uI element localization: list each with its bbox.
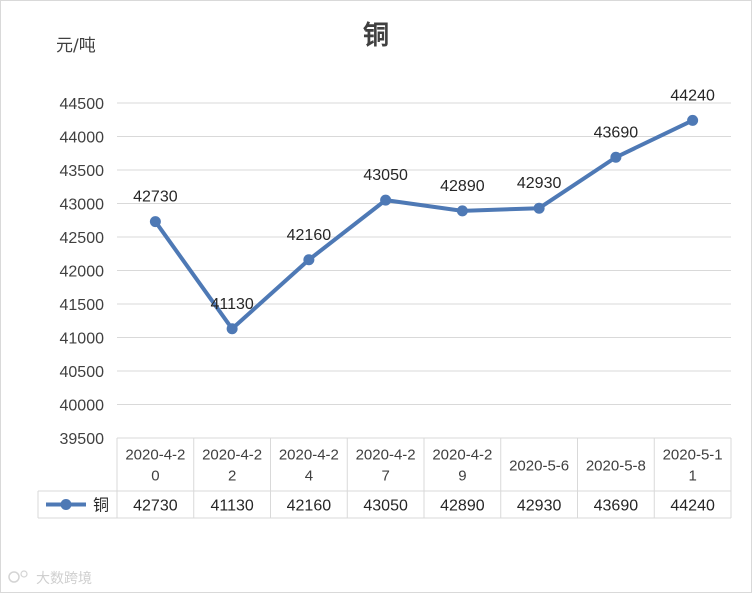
- category-label: 2020-5-8: [586, 458, 646, 475]
- data-label: 44240: [670, 87, 715, 104]
- table-value-cell: 43690: [594, 498, 639, 515]
- data-label: 43690: [594, 124, 639, 141]
- y-tick-label: 41500: [60, 297, 105, 314]
- category-label: 0: [151, 468, 159, 485]
- data-point: [380, 194, 392, 206]
- legend-label: 铜: [93, 496, 109, 515]
- series-line: [149, 114, 699, 335]
- data-table: 2020-4-2 0 42730 2020-4-2 2 41130 2020-4-2 4 421…: [37, 437, 732, 519]
- table-value-cell: 44240: [670, 498, 715, 515]
- y-tick-label: 44500: [60, 96, 105, 113]
- data-label: 43050: [363, 167, 408, 184]
- table-value-cell: 42930: [517, 498, 562, 515]
- data-point: [687, 114, 699, 126]
- category-label: 1: [688, 468, 696, 485]
- data-label: 42160: [287, 227, 332, 244]
- data-label: 42890: [440, 178, 485, 195]
- y-axis-ticks: 39500 40000 40500 41000 41500 42000 42500 43000…: [60, 96, 105, 448]
- category-label: 2020-4-2: [125, 447, 185, 464]
- data-label: 42730: [133, 189, 178, 206]
- gridlines: [117, 102, 731, 405]
- y-tick-label: 39500: [60, 431, 105, 448]
- legend-marker: [60, 499, 72, 510]
- y-tick-label: 42000: [60, 264, 105, 281]
- category-label: 2020-5-6: [509, 458, 569, 475]
- data-point: [456, 205, 468, 217]
- table-value-cell: 43050: [363, 498, 408, 515]
- watermark: 大数跨境: [8, 570, 92, 587]
- y-tick-label: 40500: [60, 364, 105, 381]
- table-value-cell: 42160: [287, 498, 332, 515]
- category-label: 2020-5-1: [663, 447, 723, 464]
- series-polyline: [153, 118, 694, 331]
- y-tick-label: 43500: [60, 163, 105, 180]
- category-label: 7: [381, 468, 389, 485]
- data-label: 41130: [210, 296, 253, 313]
- y-tick-label: 40000: [60, 398, 105, 415]
- category-label: 4: [305, 468, 313, 485]
- y-tick-label: 41000: [60, 331, 105, 348]
- category-label: 2020-4-2: [356, 447, 416, 464]
- category-label: 2020-4-2: [432, 447, 492, 464]
- y-tick-label: 44000: [60, 130, 105, 147]
- data-labels: 42730 41130 42160 43050 42890 42930 43690 44240: [133, 87, 715, 312]
- y-tick-label: 43000: [60, 197, 105, 214]
- table-value-cell: 41130: [210, 498, 253, 515]
- data-point: [610, 151, 622, 163]
- y-axis-unit: 元/吨: [56, 36, 96, 56]
- data-point: [533, 202, 545, 214]
- y-tick-label: 42500: [60, 230, 105, 247]
- table-value-cell: 42890: [440, 498, 485, 515]
- table-value-cell: 42730: [133, 498, 178, 515]
- chart-title: 铜: [363, 21, 389, 51]
- category-label: 2: [228, 468, 236, 485]
- category-label: 2020-4-2: [279, 447, 339, 464]
- category-label: 2020-4-2: [202, 447, 262, 464]
- data-point: [149, 216, 161, 228]
- watermark-text: 大数跨境: [36, 571, 92, 587]
- data-point: [226, 323, 238, 335]
- data-label: 42930: [517, 175, 562, 192]
- data-point: [303, 254, 315, 266]
- category-label: 9: [458, 468, 466, 485]
